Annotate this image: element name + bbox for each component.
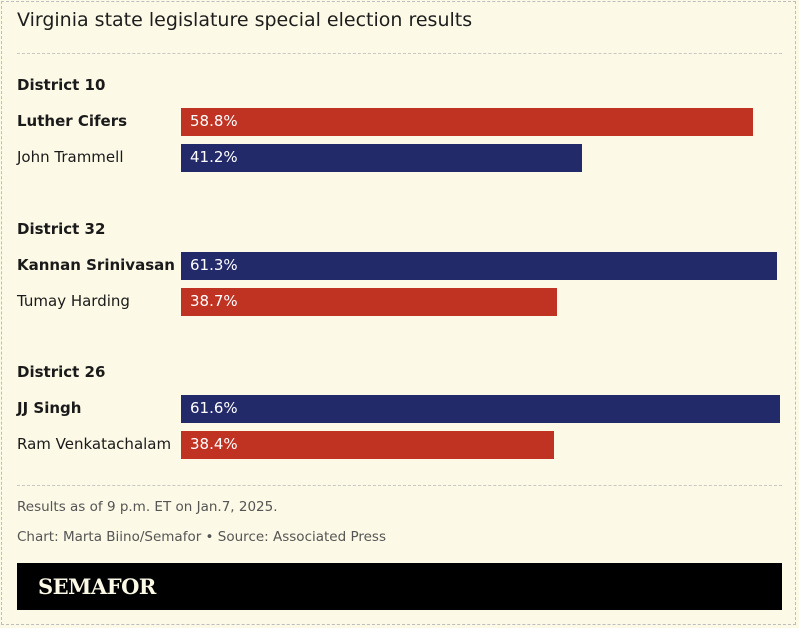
bar: 38.7% (181, 288, 558, 316)
divider (17, 485, 782, 486)
candidate-name: Luther Cifers (17, 112, 128, 130)
candidate-name: Tumay Harding (17, 292, 130, 310)
bar: 61.6% (181, 395, 780, 423)
chart-title: Virginia state legislature special elect… (17, 9, 473, 31)
divider (17, 53, 782, 54)
bar: 61.3% (181, 252, 778, 280)
data-label: 41.2% (190, 148, 238, 166)
brand-bar: SEMAFOR (17, 563, 782, 610)
bar: 38.4% (181, 431, 555, 459)
data-label: 58.8% (190, 112, 238, 130)
bar: 41.2% (181, 144, 582, 172)
footnote: Results as of 9 p.m. ET on Jan.7, 2025. (17, 499, 278, 515)
data-label: 61.3% (190, 256, 238, 274)
district-label: District 32 (17, 220, 106, 238)
candidate-name: JJ Singh (17, 399, 82, 417)
candidate-name: John Trammell (17, 148, 124, 166)
data-label: 61.6% (190, 399, 238, 417)
candidate-name: Kannan Srinivasan (17, 256, 175, 274)
semafor-logo: SEMAFOR (38, 574, 156, 599)
district-label: District 26 (17, 363, 106, 381)
data-label: 38.7% (190, 292, 238, 310)
candidate-name: Ram Venkatachalam (17, 435, 172, 453)
district-label: District 10 (17, 76, 106, 94)
bar: 58.8% (181, 108, 753, 136)
credit: Chart: Marta Biino/Semafor • Source: Ass… (17, 529, 387, 545)
data-label: 38.4% (190, 435, 238, 453)
